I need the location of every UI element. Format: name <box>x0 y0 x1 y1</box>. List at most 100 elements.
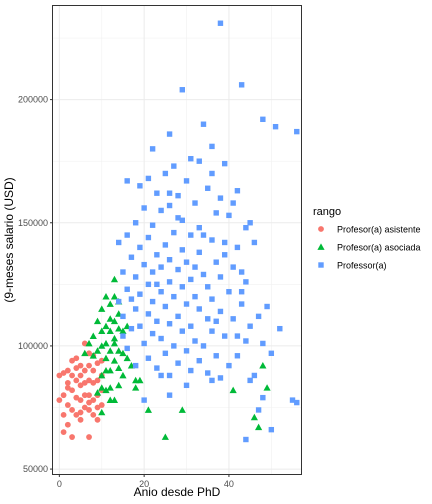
data-point-series-0 <box>90 379 97 386</box>
data-point-series-0 <box>86 399 92 406</box>
data-point-series-2 <box>175 266 181 273</box>
x-tick-label: 0 <box>57 479 62 489</box>
data-point-series-2 <box>132 274 139 280</box>
data-point-series-2 <box>188 323 194 329</box>
data-point-series-2 <box>205 284 211 290</box>
data-point-series-1 <box>115 364 123 371</box>
data-point-series-0 <box>86 434 92 440</box>
data-point-series-2 <box>213 353 219 359</box>
data-point-series-2 <box>158 335 164 342</box>
data-point-series-1 <box>110 293 119 300</box>
data-point-series-2 <box>217 20 224 26</box>
data-point-series-2 <box>162 303 169 310</box>
data-point-series-2 <box>260 394 266 401</box>
data-point-series-2 <box>243 279 249 285</box>
data-point-series-0 <box>60 411 67 418</box>
data-point-series-1 <box>229 386 237 394</box>
data-point-series-1 <box>259 362 267 369</box>
data-point-series-2 <box>166 190 173 196</box>
data-point-series-0 <box>90 411 97 418</box>
data-point-series-0 <box>77 409 84 416</box>
data-point-series-2 <box>179 217 185 223</box>
data-point-series-1 <box>93 347 102 354</box>
data-point-series-2 <box>141 397 147 403</box>
data-point-series-2 <box>213 259 219 265</box>
data-point-series-2 <box>128 325 135 332</box>
data-point-series-1 <box>102 322 110 330</box>
data-point-series-2 <box>226 362 232 369</box>
data-point-series-0 <box>56 372 63 379</box>
data-point-series-1 <box>106 327 114 335</box>
legend-symbol <box>318 226 324 232</box>
data-point-series-2 <box>154 252 160 258</box>
data-point-series-2 <box>116 239 122 246</box>
data-point-series-2 <box>192 338 198 344</box>
data-point-series-2 <box>116 298 122 305</box>
data-point-series-2 <box>154 318 160 324</box>
data-point-series-2 <box>268 426 275 433</box>
data-point-series-2 <box>188 367 194 374</box>
data-point-series-1 <box>115 347 123 354</box>
data-point-series-0 <box>94 360 101 367</box>
data-point-series-1 <box>81 349 89 357</box>
data-point-series-0 <box>73 355 80 362</box>
data-point-series-1 <box>102 339 110 347</box>
data-point-series-2 <box>166 372 173 379</box>
data-point-series-2 <box>175 360 181 366</box>
data-point-series-2 <box>238 269 245 275</box>
data-point-series-2 <box>289 397 296 403</box>
data-point-series-2 <box>149 330 156 337</box>
data-point-series-2 <box>221 252 228 258</box>
data-point-series-2 <box>196 357 202 364</box>
data-point-series-2 <box>145 311 152 317</box>
data-point-series-1 <box>102 354 110 362</box>
data-point-series-2 <box>260 116 266 123</box>
data-point-series-2 <box>247 323 253 329</box>
data-point-series-2 <box>234 333 241 339</box>
data-point-series-0 <box>86 362 92 369</box>
data-point-series-1 <box>132 384 140 391</box>
data-point-series-2 <box>183 348 190 354</box>
data-point-series-1 <box>98 384 106 391</box>
data-point-series-2 <box>188 276 194 283</box>
data-point-series-2 <box>230 264 236 270</box>
data-point-series-2 <box>217 308 224 315</box>
data-point-series-2 <box>243 436 249 443</box>
data-point-series-0 <box>60 429 67 436</box>
data-point-series-2 <box>145 234 152 241</box>
data-point-series-2 <box>226 212 232 219</box>
plot-panel-border <box>52 5 302 475</box>
data-point-series-1 <box>98 342 106 349</box>
data-point-series-2 <box>196 158 202 164</box>
data-point-series-1 <box>106 300 114 307</box>
data-point-series-0 <box>86 407 92 413</box>
data-point-series-2 <box>137 291 143 297</box>
data-point-series-2 <box>213 210 219 216</box>
data-point-series-2 <box>209 143 215 150</box>
data-point-series-0 <box>90 397 97 404</box>
data-point-series-2 <box>238 289 245 295</box>
data-point-series-2 <box>200 121 207 127</box>
data-point-series-2 <box>196 306 202 312</box>
data-point-series-2 <box>158 289 164 295</box>
data-point-series-0 <box>73 377 80 384</box>
data-point-series-0 <box>77 397 84 404</box>
data-point-series-0 <box>73 365 80 371</box>
data-point-series-2 <box>260 340 266 347</box>
data-point-series-0 <box>69 372 75 379</box>
data-point-series-2 <box>132 362 139 369</box>
data-point-series-0 <box>77 416 84 423</box>
data-point-series-1 <box>263 384 271 391</box>
data-point-series-2 <box>221 239 228 246</box>
data-point-series-2 <box>234 188 241 194</box>
data-point-series-2 <box>205 316 211 322</box>
data-points <box>56 20 300 443</box>
data-point-series-2 <box>217 195 224 201</box>
data-point-series-0 <box>81 379 88 386</box>
data-point-series-0 <box>69 357 75 364</box>
data-point-series-2 <box>149 269 156 275</box>
data-point-series-2 <box>175 192 181 199</box>
data-point-series-0 <box>94 377 101 384</box>
y-tick-label: 150000 <box>18 218 48 228</box>
data-point-series-2 <box>137 323 143 329</box>
